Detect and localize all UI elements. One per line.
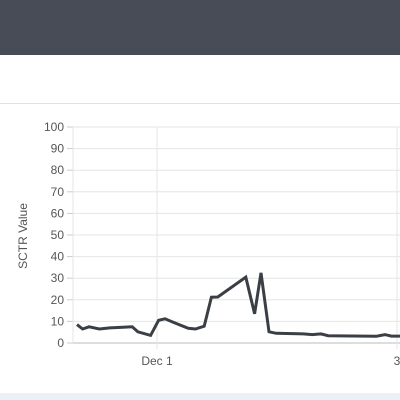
y-tick-label: 50 <box>51 228 65 242</box>
x-axis-ticks: Dec 1 3 <box>141 354 400 368</box>
top-navigation-bar <box>0 0 400 55</box>
y-tick-label: 80 <box>51 163 65 177</box>
y-tick-label: 0 <box>57 336 64 350</box>
y-tick-label: 70 <box>51 185 65 199</box>
card-header-divider <box>0 103 400 104</box>
chart-grid <box>67 126 400 349</box>
y-axis-title: SCTR Value <box>16 203 30 269</box>
y-tick-label: 10 <box>51 314 65 328</box>
y-tick-label: 100 <box>44 120 64 134</box>
x-tick-label: 3 <box>394 354 400 368</box>
y-tick-label: 30 <box>51 271 65 285</box>
sctr-series-line <box>76 272 400 338</box>
y-tick-label: 60 <box>51 206 65 220</box>
y-tick-label: 20 <box>51 293 65 307</box>
chart-series <box>76 272 400 338</box>
footer-strip <box>0 393 400 400</box>
y-tick-label: 90 <box>51 142 65 156</box>
y-tick-label: 40 <box>51 250 65 264</box>
y-axis-ticks: 0 10 20 30 40 50 60 70 80 90 100 <box>44 120 64 350</box>
x-tick-label: Dec 1 <box>141 354 173 368</box>
